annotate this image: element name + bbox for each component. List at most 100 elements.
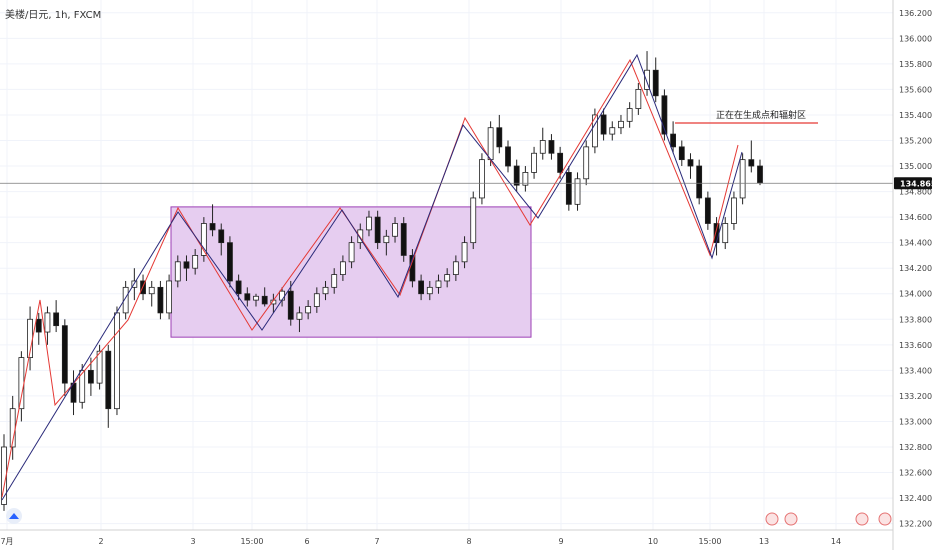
trend-drawings[interactable]: [1, 53, 818, 501]
x-tick-label: 15:00: [240, 537, 263, 546]
candle-body: [374, 216, 381, 244]
y-tick-label: 134.400: [899, 239, 932, 248]
y-tick-label: 132.200: [899, 520, 932, 529]
candle-body: [548, 140, 555, 154]
candle-body: [183, 261, 190, 269]
x-tick-label: 15:00: [698, 537, 721, 546]
event-markers[interactable]: [765, 512, 892, 526]
candle-body: [696, 165, 703, 199]
x-tick-label: 10: [648, 537, 658, 546]
candle-body: [513, 165, 520, 186]
candle-body: [339, 261, 346, 275]
candle-body: [383, 235, 390, 244]
candlestick-series: [1, 51, 763, 511]
candle-body: [609, 127, 616, 135]
event-icon[interactable]: [855, 512, 869, 526]
candle-body: [235, 280, 242, 295]
candle-body: [279, 290, 285, 301]
y-tick-label: 135.400: [899, 111, 932, 120]
candle-body: [426, 286, 433, 295]
x-tick-label: 2: [98, 537, 103, 546]
candle-body: [635, 88, 642, 109]
current-price-tag: 134.865: [894, 177, 932, 190]
candle-body: [357, 229, 364, 244]
y-tick-label: 133.600: [899, 341, 932, 350]
event-icon[interactable]: [784, 512, 798, 526]
candle-body: [157, 286, 164, 314]
y-tick-label: 134.200: [899, 264, 932, 273]
tv-logo-icon[interactable]: [6, 508, 22, 524]
candle-body: [713, 223, 720, 244]
candle-body: [305, 306, 312, 314]
y-tick-label: 133.200: [899, 392, 932, 401]
y-tick-label: 134.800: [899, 188, 932, 197]
candle-body: [461, 242, 468, 263]
candle-body: [487, 127, 494, 161]
candle-body: [678, 146, 685, 161]
x-tick-label: 7: [374, 537, 379, 546]
candle-body: [218, 229, 225, 244]
y-tick-label: 135.000: [899, 162, 932, 171]
candle-body: [79, 369, 86, 403]
candle-body: [731, 197, 737, 224]
blue-trendline[interactable]: [1, 53, 743, 501]
candle-body: [61, 325, 68, 384]
candle-body: [331, 274, 338, 288]
event-icon[interactable]: [765, 512, 779, 526]
candle-body: [209, 223, 216, 231]
x-tick-label: 9: [558, 537, 563, 546]
candle-body: [600, 114, 607, 135]
candle-body: [618, 120, 624, 129]
y-tick-label: 133.400: [899, 366, 932, 375]
candle-body: [670, 133, 677, 148]
candle-body: [366, 216, 372, 231]
candle-body: [287, 290, 294, 320]
y-tick-label: 135.800: [899, 60, 932, 69]
rectangle-zone[interactable]: [170, 206, 532, 338]
candle-body: [470, 197, 477, 244]
candle-body: [261, 295, 268, 305]
candle-body: [105, 350, 112, 410]
candle-body: [296, 312, 303, 320]
candle-body: [244, 293, 251, 301]
candle-body: [87, 369, 94, 384]
event-icon[interactable]: [878, 512, 892, 526]
candle-body: [114, 312, 120, 410]
candle-body: [574, 178, 581, 205]
candle-body: [348, 242, 355, 263]
candle-body: [18, 357, 25, 410]
y-tick-label: 136.200: [899, 9, 932, 18]
candle-body: [96, 350, 103, 384]
x-axis[interactable]: 7月 2 3 15:00 6 7 8 9 10 15:00 13 14: [0, 529, 893, 546]
candle-body: [496, 127, 503, 148]
y-tick-label: 133.000: [899, 417, 932, 426]
y-axis[interactable]: 136.200 136.000 135.800 135.600 135.400 135.2…: [892, 0, 932, 550]
candle-body: [122, 286, 129, 314]
candle-body: [444, 274, 451, 282]
candle-body: [392, 223, 398, 237]
candle-body: [253, 295, 259, 301]
red-trendline[interactable]: [1, 58, 739, 498]
x-tick-label: 3: [190, 537, 195, 546]
candle-body: [652, 69, 659, 97]
candle-body: [722, 223, 729, 244]
candle-body: [565, 172, 572, 205]
candle-body: [452, 261, 459, 275]
candle-body: [539, 140, 546, 154]
candle-body: [522, 172, 529, 186]
y-tick-label: 136.000: [899, 34, 932, 43]
candle-body: [704, 197, 711, 224]
candle-body: [192, 255, 199, 269]
x-tick-label: 7月: [0, 537, 13, 546]
annotation-text: 正在在生成点和辐射区: [716, 109, 806, 121]
candle-body: [644, 69, 650, 90]
candle-body: [53, 312, 60, 327]
candle-body: [531, 152, 537, 173]
candle-body: [400, 223, 407, 256]
candle-body: [757, 165, 763, 184]
candle-body: [739, 159, 746, 199]
candle-body: [748, 159, 755, 167]
candle-body: [687, 159, 694, 167]
candle-body: [479, 159, 485, 199]
